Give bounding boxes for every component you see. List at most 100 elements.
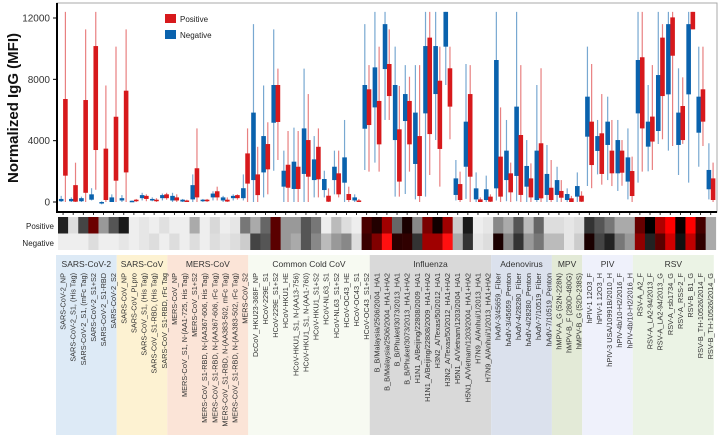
heatmap-cell-negative: [371, 233, 383, 250]
positive-box: [488, 196, 493, 202]
heatmap-cell-negative: [462, 233, 474, 250]
positive-box: [83, 100, 88, 193]
x-tick-label: SARS-CoV_S1, (His Tag): [140, 273, 149, 356]
positive-box: [447, 68, 453, 107]
positive-box: [154, 199, 159, 202]
negative-box: [524, 165, 530, 187]
heatmap-cell-negative: [675, 233, 686, 250]
heatmap-row-label-negative: Negative: [22, 239, 54, 248]
x-tick-label: MERS-CoV_S2: [241, 273, 250, 324]
negative-box: [301, 128, 307, 174]
x-tick-label: HCoV-229E_S1+S2: [271, 273, 280, 338]
positive-box: [204, 199, 210, 202]
legend-swatch-negative: [165, 30, 176, 39]
heatmap-cell-positive: [695, 217, 706, 234]
positive-box: [113, 116, 119, 181]
heatmap-cell-positive: [169, 217, 180, 234]
heatmap-cell-negative: [361, 233, 373, 250]
negative-box: [605, 121, 610, 145]
negative-box: [635, 60, 641, 114]
positive-box: [690, 11, 696, 30]
heatmap-cell-negative: [311, 233, 322, 250]
group-label: MERS-CoV: [186, 259, 230, 269]
x-tick-label: HCoV-HKU1_HE: [281, 273, 290, 328]
heatmap-cell-negative: [341, 233, 352, 250]
heatmap-cell-negative: [614, 233, 626, 250]
heatmap-cell-positive: [118, 217, 130, 234]
heatmap-cell-negative: [584, 233, 595, 250]
heatmap-cell-positive: [270, 217, 281, 234]
heatmap-cell-positive: [108, 217, 120, 234]
negative-box: [251, 112, 256, 181]
heatmap-cell-positive: [381, 217, 393, 234]
x-tick-label: SARS-CoV_PLpro: [129, 273, 138, 333]
negative-box: [160, 195, 165, 199]
positive-box: [265, 144, 271, 170]
heatmap-cell-negative: [219, 233, 231, 250]
negative-box: [58, 198, 64, 202]
x-tick-label: hPIV-4b/10-H2/2016_F: [615, 272, 624, 347]
negative-box: [483, 189, 489, 201]
heatmap-cell-negative: [108, 233, 120, 250]
heatmap-cell-positive: [199, 217, 211, 234]
x-tick-label: HCoV-NL63_S1+S2: [332, 273, 341, 338]
heatmap-cell-positive: [553, 217, 565, 234]
x-tick-label: HCoV-HKU1_S1, N-(AA13-756): [291, 273, 300, 376]
positive-box: [346, 194, 352, 201]
heatmap-cell-negative: [432, 233, 443, 250]
heatmap-cell-negative: [159, 233, 170, 250]
heatmap-cell-negative: [493, 233, 504, 250]
negative-box: [362, 85, 368, 129]
negative-box: [180, 199, 185, 202]
heatmap-cell-negative: [452, 233, 464, 250]
negative-box: [190, 185, 196, 200]
heatmap-cell-positive: [665, 217, 676, 234]
x-tick-label: SARS-CoV_NP: [119, 273, 128, 324]
negative-box: [372, 67, 378, 108]
x-tick-label: hPIV-4b/10-H2/2016_H: [625, 273, 634, 348]
heatmap-cell-negative: [564, 233, 575, 250]
heatmap-cell-negative: [685, 233, 696, 250]
heatmap-cell-negative: [655, 233, 666, 250]
x-tick-label: hAdV-4/28280_Penton: [524, 273, 533, 346]
group-label: Adenovirus: [500, 259, 543, 269]
negative-box: [119, 198, 125, 201]
heatmap-cell-positive: [68, 217, 79, 234]
heatmap-cell-negative: [604, 233, 615, 250]
positive-box: [498, 156, 503, 197]
group-label: Common Cold CoV: [272, 259, 346, 269]
heatmap-cell-positive: [513, 217, 524, 234]
x-tick-label: SARS-CoV-2_S2: [109, 273, 118, 329]
y-ticks: 0 4000 8000 12000: [22, 14, 57, 209]
x-tick-label: DcCoV_HKU23-368F_NP: [251, 273, 260, 357]
negative-box: [534, 150, 540, 201]
heatmap-cell-negative: [513, 233, 524, 250]
heatmap-cell-negative: [68, 233, 79, 250]
positive-box: [397, 129, 402, 182]
heatmap-cell-positive: [351, 217, 362, 234]
heatmap-row-label-positive: Positive: [26, 222, 55, 231]
negative-box: [554, 180, 560, 195]
positive-box: [660, 37, 665, 97]
heatmap-cell-positive: [452, 217, 464, 234]
negative-box: [423, 46, 428, 114]
heatmap-cell-negative: [321, 233, 332, 250]
heatmap-cell-positive: [624, 217, 636, 234]
heatmap-cell-positive: [564, 217, 575, 234]
negative-box: [645, 121, 651, 147]
group-panel: [632, 255, 714, 435]
heatmap-cell-negative: [442, 233, 453, 250]
positive-box: [589, 121, 594, 166]
negative-box: [200, 199, 206, 202]
heatmap-cell-positive: [290, 217, 302, 234]
heatmap-cell-positive: [462, 217, 474, 234]
positive-box: [295, 166, 301, 189]
heatmap-cell-positive: [341, 217, 352, 234]
negative-box: [392, 85, 398, 141]
heatmap-cell-negative: [230, 233, 241, 250]
heatmap-cell-positive: [260, 217, 271, 234]
positive-box: [548, 187, 554, 201]
heatmap-cell-negative: [402, 233, 413, 250]
y-axis-label: Normalized IgG (MFI): [5, 33, 22, 183]
group-label: SARS-CoV-2: [62, 259, 112, 269]
